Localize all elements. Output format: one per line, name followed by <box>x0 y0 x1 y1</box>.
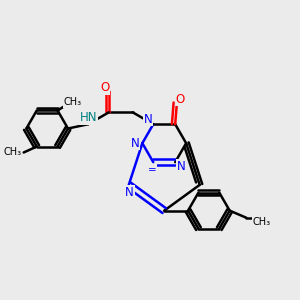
Text: HN: HN <box>80 111 97 124</box>
Text: CH₃: CH₃ <box>4 148 22 158</box>
Text: CH₃: CH₃ <box>63 97 81 107</box>
Text: N: N <box>125 186 134 199</box>
Text: N: N <box>177 160 185 173</box>
Text: O: O <box>176 93 185 106</box>
Text: N: N <box>144 112 153 126</box>
Text: CH₃: CH₃ <box>253 217 271 227</box>
Text: N: N <box>131 137 140 150</box>
Text: O: O <box>100 81 109 94</box>
Text: =: = <box>148 165 157 175</box>
